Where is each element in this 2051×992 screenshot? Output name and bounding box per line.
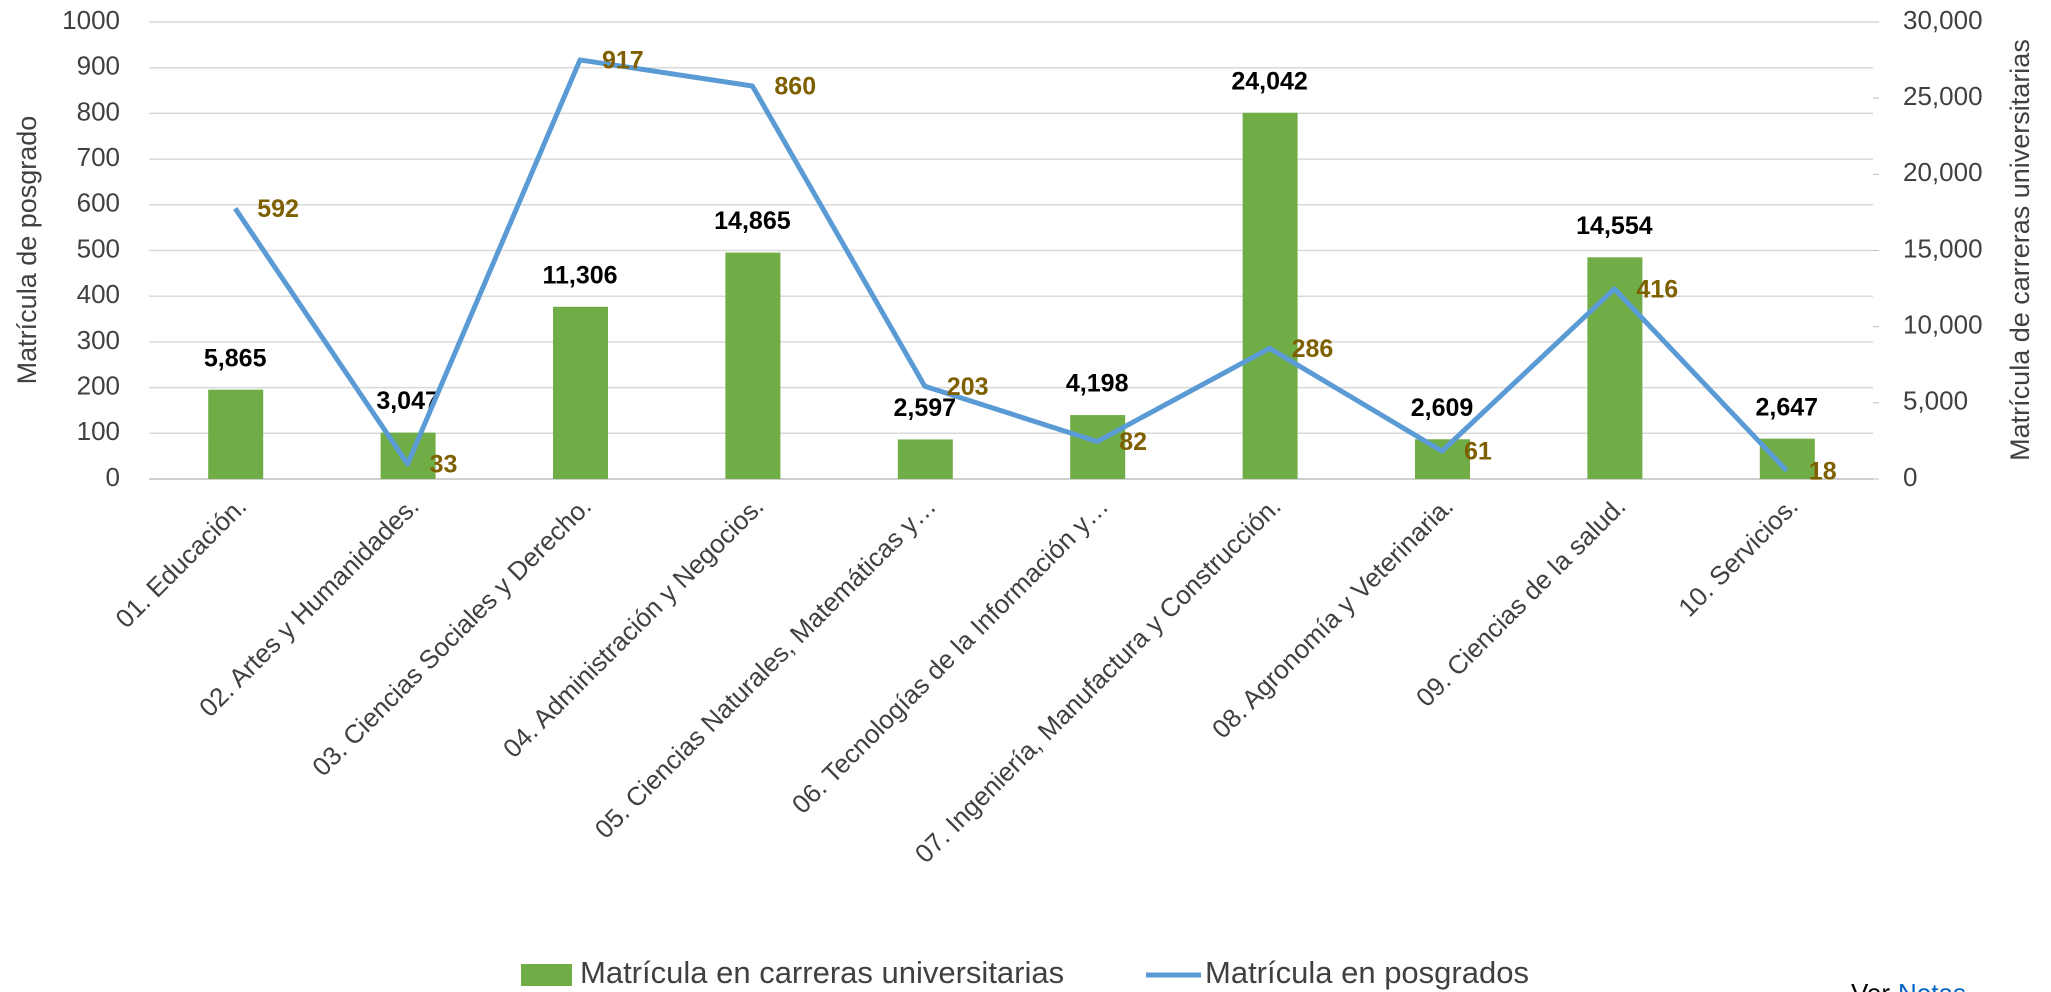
line-value-label: 917 (602, 47, 644, 75)
bar-value-label: 2,647 (1756, 393, 1819, 421)
x-tick-label: 01. Educación. (109, 491, 252, 634)
bar (1415, 439, 1470, 479)
line-value-label: 82 (1119, 428, 1147, 456)
x-tick-label: 07. Ingeniería, Manufactura y Construcci… (909, 491, 1287, 869)
bar-value-label: 11,306 (542, 261, 617, 289)
y-axis-title: Matrícula de posgrado (12, 116, 42, 385)
bar (1243, 113, 1298, 479)
y2-tick-label: 15,000 (1903, 233, 1983, 263)
bar-value-label: 14,554 (1576, 212, 1653, 240)
y-tick-label: 800 (77, 96, 120, 126)
line-value-label: 592 (257, 195, 299, 223)
y-tick-label: 600 (77, 188, 120, 218)
x-tick-label: 03. Ciencias Sociales y Derecho. (306, 491, 597, 782)
legend-label: Matrícula en carreras universitarias (580, 955, 1064, 990)
note-text: Ver (1851, 978, 1890, 992)
bar (1070, 415, 1125, 479)
bar-value-label: 24,042 (1231, 67, 1307, 95)
bar-value-label: 5,865 (204, 344, 267, 372)
note-link[interactable]: Notas (1898, 978, 1966, 992)
line-value-label: 860 (774, 73, 816, 101)
y-tick-label: 1000 (62, 5, 120, 35)
line (235, 60, 1787, 471)
y-tick-label: 500 (77, 233, 120, 263)
y-tick-label: 0 (106, 462, 120, 492)
bar (725, 253, 780, 479)
bar-value-label: 14,865 (714, 207, 791, 235)
y-tick-label: 200 (77, 370, 120, 400)
x-tick-label: 06. Tecnologías de la Información y… (786, 491, 1114, 819)
chart: Matrícula de posgrado Matrícula de carre… (0, 0, 2051, 992)
y2-tick-label: 10,000 (1903, 310, 1983, 340)
bar (1760, 439, 1815, 479)
y2-tick-label: 0 (1903, 462, 1917, 492)
y-tick-label: 700 (77, 142, 120, 172)
line-value-label: 416 (1636, 275, 1678, 303)
line-value-label: 18 (1809, 457, 1837, 485)
line-value-label: 286 (1292, 335, 1334, 363)
legend-swatch (521, 964, 572, 986)
legend-label: Matrícula en posgrados (1205, 955, 1529, 990)
y2-axis-title: Matrícula de carreras universitarias (2005, 39, 2035, 461)
page: Matrícula de posgrado Matrícula de carre… (0, 0, 2051, 992)
y-tick-label: 100 (77, 416, 120, 446)
y-tick-label: 900 (77, 51, 120, 81)
x-tick-label: 10. Servicios. (1672, 491, 1804, 623)
y-tick-label: 400 (77, 279, 120, 309)
note: Ver Notas (1851, 978, 1966, 992)
bar-value-label: 2,609 (1411, 394, 1474, 422)
line-value-label: 203 (947, 373, 989, 401)
y2-tick-label: 5,000 (1903, 386, 1968, 416)
bar (553, 307, 608, 479)
y2-tick-label: 30,000 (1903, 5, 1983, 35)
y2-tick-label: 20,000 (1903, 157, 1983, 187)
line-value-label: 61 (1464, 438, 1492, 466)
bar (898, 439, 953, 479)
line-value-label: 33 (430, 451, 458, 479)
bar (208, 390, 263, 479)
bar-value-label: 4,198 (1066, 370, 1129, 398)
x-tick-label: 05. Ciencias Naturales, Matemáticas y… (589, 491, 942, 844)
y-tick-label: 300 (77, 325, 120, 355)
y2-tick-label: 25,000 (1903, 81, 1983, 111)
